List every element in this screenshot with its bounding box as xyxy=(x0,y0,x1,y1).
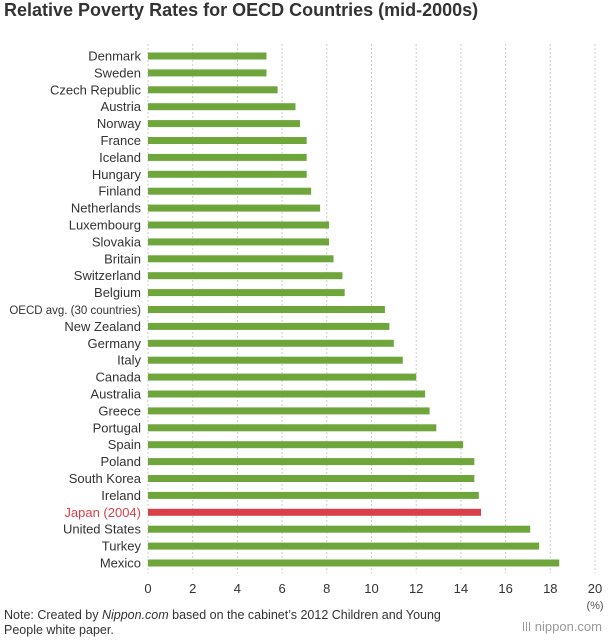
category-label: Netherlands xyxy=(71,201,142,216)
unit-label: (%) xyxy=(586,600,603,612)
category-label: Germany xyxy=(88,336,142,351)
bar xyxy=(148,508,482,516)
category-label: Iceland xyxy=(99,150,141,165)
brand-logo: nippon.com xyxy=(522,619,602,634)
category-label: South Korea xyxy=(69,471,142,486)
category-label: France xyxy=(101,133,141,148)
category-label: Norway xyxy=(97,116,142,131)
chart-title: Relative Poverty Rates for OECD Countrie… xyxy=(4,0,479,20)
category-label: Spain xyxy=(108,437,141,452)
category-label: OECD avg. (30 countries) xyxy=(9,305,141,317)
category-label: Mexico xyxy=(100,556,141,571)
category-label: Belgium xyxy=(94,285,141,300)
x-tick-label: 4 xyxy=(234,581,241,596)
category-label: New Zealand xyxy=(64,319,141,334)
bar xyxy=(148,69,267,77)
bar xyxy=(148,120,300,128)
bar xyxy=(148,103,296,111)
bar xyxy=(148,339,394,347)
bar xyxy=(148,322,390,330)
x-tick-label: 14 xyxy=(454,581,468,596)
bar xyxy=(148,221,330,229)
bar xyxy=(148,491,479,499)
category-label: Turkey xyxy=(102,539,142,554)
x-tick-label: 18 xyxy=(543,581,557,596)
category-label: Sweden xyxy=(94,65,141,80)
category-label: Canada xyxy=(95,370,141,385)
x-tick-label: 12 xyxy=(409,581,423,596)
category-label: Poland xyxy=(101,454,141,469)
x-tick-label: 2 xyxy=(189,581,196,596)
category-label: Hungary xyxy=(92,167,142,182)
category-label: Finland xyxy=(98,184,141,199)
x-tick-label: 20 xyxy=(588,581,602,596)
category-label: Britain xyxy=(104,251,141,266)
category-label: Australia xyxy=(90,387,141,402)
bar xyxy=(148,458,475,466)
category-label: Luxembourg xyxy=(69,218,141,233)
source-note: Note: Created by Nippon.com based on the… xyxy=(4,608,474,638)
note-prefix: Note: Created by xyxy=(4,608,102,622)
category-label: Portugal xyxy=(93,420,142,435)
bar xyxy=(148,52,267,60)
bar xyxy=(148,86,278,94)
category-label: Switzerland xyxy=(74,268,141,283)
bar xyxy=(148,306,385,313)
bar xyxy=(148,390,426,398)
x-tick-label: 16 xyxy=(498,581,512,596)
bar xyxy=(148,373,417,381)
bar xyxy=(148,475,475,482)
category-label: United States xyxy=(63,522,142,537)
x-tick-label: 0 xyxy=(144,581,151,596)
bar xyxy=(148,289,345,297)
category-label: Ireland xyxy=(101,488,141,503)
bar xyxy=(148,170,307,178)
note-source: Nippon.com xyxy=(101,608,169,622)
category-label: Czech Republic xyxy=(50,82,142,97)
category-label: Slovakia xyxy=(92,234,142,249)
bar xyxy=(148,255,334,263)
category-label: Denmark xyxy=(88,49,141,64)
bar xyxy=(148,272,343,280)
bar xyxy=(148,238,330,246)
brand-name: nippon.com xyxy=(534,619,602,634)
bar xyxy=(148,137,307,144)
bar xyxy=(148,559,560,567)
bar xyxy=(148,187,312,195)
bar xyxy=(148,525,531,533)
bar xyxy=(148,424,437,432)
x-tick-label: 6 xyxy=(278,581,285,596)
category-label: Austria xyxy=(101,99,142,114)
bar xyxy=(148,204,321,212)
bar xyxy=(148,407,430,415)
bar xyxy=(148,356,403,364)
x-tick-label: 8 xyxy=(323,581,330,596)
logo-icon xyxy=(522,622,532,631)
category-label: Japan (2004) xyxy=(64,505,141,520)
category-label: Greece xyxy=(98,403,141,418)
x-tick-label: 10 xyxy=(364,581,378,596)
bar xyxy=(148,441,464,449)
category-label: Italy xyxy=(117,353,141,368)
bar xyxy=(148,542,540,550)
note-suffix: based on the cabinet’s 2012 Children and… xyxy=(4,608,441,637)
bar xyxy=(148,153,307,161)
